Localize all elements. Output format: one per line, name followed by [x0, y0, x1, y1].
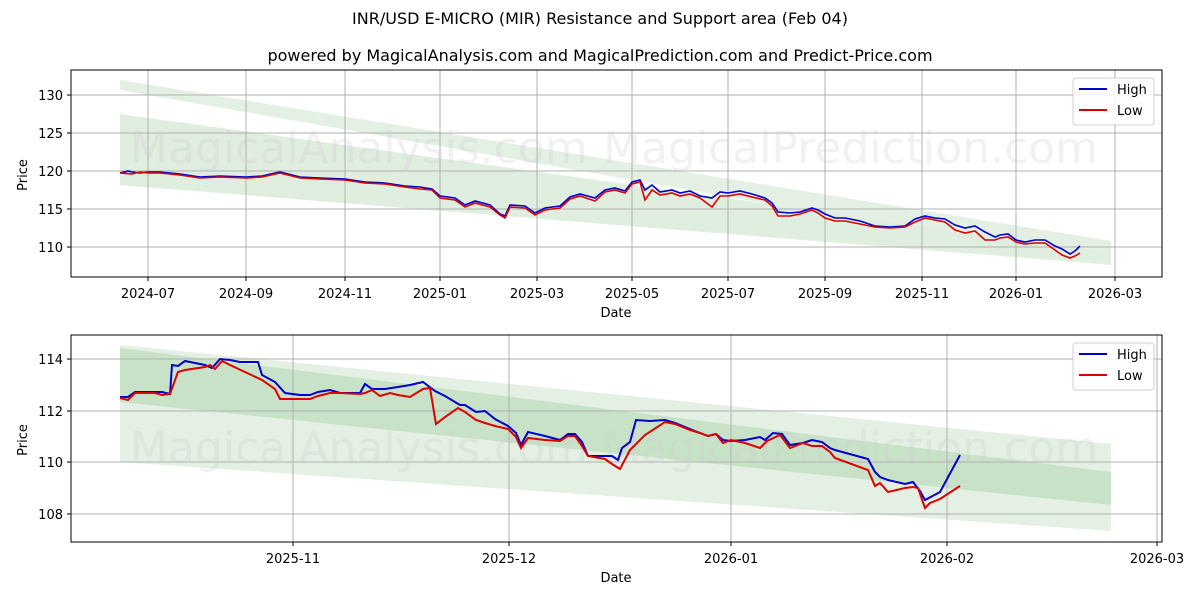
x-tick-label: 2024-07	[121, 287, 175, 302]
y-tick-label: 125	[38, 127, 63, 142]
y-tick-label: 120	[38, 165, 63, 180]
x-tick-label: 2026-03	[1088, 287, 1142, 302]
x-tick-label: 2025-03	[510, 287, 564, 302]
x-tick-label: 2025-11	[266, 552, 320, 567]
x-tick-label: 2026-02	[920, 552, 974, 567]
x-tick-label: 2025-12	[482, 552, 536, 567]
legend-low-label: Low	[1117, 104, 1143, 119]
support-band-dark	[120, 348, 1111, 505]
x-tick-label: 2025-11	[895, 287, 949, 302]
y-axis-label: Price	[16, 159, 31, 191]
y-tick-label: 112	[38, 405, 63, 420]
y-tick-label: 110	[38, 456, 63, 471]
resistance-band	[120, 345, 1111, 472]
y-axis-label: Price	[16, 424, 31, 456]
y-tick-label: 108	[38, 508, 63, 523]
x-tick-label: 2025-07	[701, 287, 755, 302]
bottom-chart: MagicalAnalysis.com MagicalPrediction.co…	[16, 334, 1184, 586]
low-line	[119, 359, 961, 510]
x-tick-label: 2024-09	[219, 287, 273, 302]
x-axis-label: Date	[600, 571, 631, 586]
x-tick-label: 2026-01	[989, 287, 1043, 302]
watermark-prediction: MagicalPrediction.com	[603, 423, 1098, 474]
x-tick-label: 2024-11	[318, 287, 372, 302]
x-tick-label: 2025-05	[605, 287, 659, 302]
legend-high-label: High	[1117, 348, 1147, 363]
legend-high-label: High	[1117, 83, 1147, 98]
high-line	[119, 170, 1081, 255]
bottom-grid	[71, 335, 1162, 542]
y-tick-label: 114	[38, 353, 63, 368]
watermark-analysis: MagicalAnalysis.com	[130, 423, 588, 474]
high-line	[120, 357, 961, 502]
legend-low-label: Low	[1117, 369, 1143, 384]
top-axes-frame	[70, 69, 1163, 278]
top-legend: High Low	[1072, 77, 1155, 126]
chart-title: INR/USD E-MICRO (MIR) Resistance and Sup…	[352, 9, 848, 28]
bottom-x-ticks: 2025-11 2025-12 2026-01 2026-02 2026-03	[266, 542, 1184, 567]
low-line	[119, 171, 1081, 259]
x-tick-label: 2026-01	[704, 552, 758, 567]
watermark-prediction: MagicalPrediction.com	[603, 123, 1098, 174]
bottom-axes-frame	[70, 334, 1163, 543]
bottom-y-ticks: 114 112 110 108	[38, 353, 71, 523]
y-tick-label: 130	[38, 89, 63, 104]
top-y-ticks: 130 125 120 115 110	[38, 89, 71, 256]
watermark-analysis: MagicalAnalysis.com	[130, 123, 588, 174]
y-tick-label: 115	[38, 203, 63, 218]
chart-subtitle: powered by MagicalAnalysis.com and Magic…	[267, 46, 933, 65]
top-x-ticks: 2024-07 2024-09 2024-11 2025-01 2025-03 …	[121, 277, 1142, 302]
y-tick-label: 110	[38, 241, 63, 256]
bottom-legend: High Low	[1072, 342, 1155, 391]
top-chart: MagicalAnalysis.com MagicalPrediction.co…	[16, 69, 1163, 321]
x-axis-label: Date	[600, 306, 631, 321]
x-tick-label: 2025-01	[413, 287, 467, 302]
top-grid	[71, 70, 1162, 277]
x-tick-label: 2026-03	[1130, 552, 1184, 567]
x-tick-label: 2025-09	[798, 287, 852, 302]
